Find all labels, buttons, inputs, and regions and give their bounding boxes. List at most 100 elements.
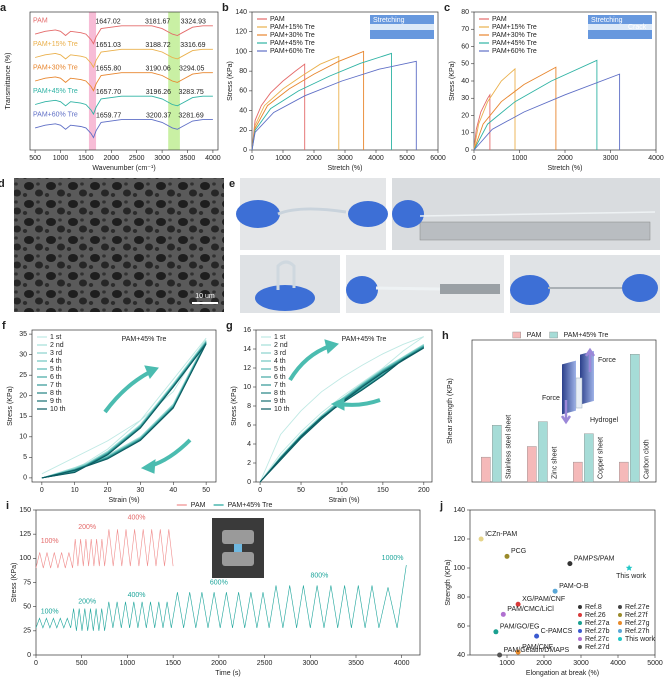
y-tick-label: 20	[461, 112, 469, 119]
peak-label: 1651.03	[96, 42, 121, 49]
glove	[346, 276, 378, 304]
legend-label: 2 nd	[50, 342, 64, 349]
grip	[222, 530, 254, 544]
y-tick-label: 100	[19, 555, 31, 562]
series-line	[41, 340, 207, 479]
series-line	[41, 341, 207, 479]
legend-label: 10 th	[50, 406, 66, 413]
point-label: ICZn-PAM	[485, 531, 517, 538]
hydrogel	[375, 286, 441, 291]
x-tick-label: 4000	[394, 660, 410, 667]
legend-label: Ref.27d	[585, 644, 610, 651]
y-tick-label: 15	[19, 413, 27, 420]
legend-label: PAM	[191, 502, 206, 509]
inset-label: Force	[598, 357, 616, 364]
series-label: PAM+60% Tre	[33, 111, 78, 118]
panel-letter: c	[444, 2, 450, 14]
panel-letter: g	[226, 320, 233, 332]
series-line	[35, 529, 174, 569]
series-line	[35, 565, 407, 631]
peak-label: 1647.02	[95, 19, 120, 26]
series-line	[473, 93, 491, 151]
x-tick-label: 2000	[104, 155, 120, 162]
category-label: Zinc sheet	[552, 447, 559, 479]
point-label: PAM/GO/EG	[500, 624, 540, 631]
legend-swatch	[549, 331, 558, 339]
y-tick-label: 80	[239, 68, 247, 75]
legend-swatch	[578, 621, 582, 625]
x-tick-label: 5000	[647, 660, 663, 667]
y-axis-label: Stress (KPa)	[449, 61, 456, 101]
x-tick-label: 20	[104, 487, 112, 494]
legend-label: 1 st	[50, 334, 61, 341]
legend-label: 8 th	[50, 390, 62, 397]
y-tick-label: 20	[19, 393, 27, 400]
y-tick-label: 60	[239, 88, 247, 95]
legend-label: 1 st	[274, 334, 285, 341]
panel-letter: f	[2, 320, 6, 332]
peak-label: 3324.93	[181, 19, 206, 26]
x-tick-label: 100	[336, 487, 348, 494]
glove	[510, 275, 550, 305]
x-tick-label: 500	[76, 660, 88, 667]
x-tick-label: 50	[297, 487, 305, 494]
series-line	[259, 336, 425, 483]
y-tick-label: 75	[23, 579, 31, 586]
x-tick-label: 2000	[557, 155, 573, 162]
force-arrow	[560, 400, 572, 425]
arrow	[288, 344, 331, 382]
peak-label: 3196.26	[146, 89, 171, 96]
y-tick-label: 150	[19, 507, 31, 514]
force-arrow	[584, 347, 596, 372]
point	[493, 629, 499, 635]
legend-label: 8 th	[274, 390, 286, 397]
y-tick-label: 12	[243, 365, 251, 372]
legend-label: PAM	[492, 16, 507, 23]
legend-label: PAM+45% Tre	[228, 502, 273, 509]
y-tick-label: 30	[19, 351, 27, 358]
hydrogel	[277, 207, 347, 216]
annotation: 1000%	[382, 555, 404, 562]
y-tick-label: 140	[453, 507, 465, 514]
panel-letter: h	[442, 330, 449, 342]
plot-frame	[469, 509, 656, 656]
legend-label: Ref.27a	[585, 620, 610, 627]
grip-photo	[212, 518, 264, 578]
y-axis-label: Stress (KPa)	[11, 563, 18, 603]
hydrogel	[419, 211, 656, 217]
arrow	[149, 438, 192, 468]
panel-letter: a	[0, 2, 7, 14]
legend-label: PAM+45% Tre	[564, 332, 609, 339]
bar	[492, 425, 502, 483]
x-tick-label: 1000	[499, 660, 515, 667]
legend-label: 7 th	[274, 382, 286, 389]
peak-label: 3190.06	[145, 66, 170, 73]
series-line	[41, 341, 207, 479]
y-tick-label: 20	[239, 127, 247, 134]
series-line	[473, 67, 516, 151]
series-line	[41, 342, 207, 479]
legend-label: PAM+60% Tre	[270, 48, 315, 55]
category-label: Carbon cloth	[644, 439, 651, 479]
y-tick-label: 120	[453, 536, 465, 543]
annotation: 200%	[78, 599, 96, 606]
plot-frame	[29, 11, 219, 151]
y-tick-label: 2	[247, 460, 251, 467]
y-tick-label: 100	[453, 565, 465, 572]
series-line	[41, 342, 207, 479]
plot-frame	[31, 329, 217, 483]
legend-label: PAM+15% Tre	[492, 24, 537, 31]
panel-letter: d	[0, 178, 5, 190]
inset-label: Stretching	[591, 17, 623, 24]
category-label: Copper sheet	[598, 437, 605, 479]
series-line	[34, 72, 213, 92]
point-label: PAMPS/PAM	[574, 555, 615, 562]
x-tick-label: 3500	[180, 155, 196, 162]
point	[504, 553, 510, 559]
annotation: 600%	[210, 579, 228, 586]
peak-label: 1659.77	[96, 112, 121, 119]
arrow-head	[324, 339, 339, 354]
arrow	[103, 370, 151, 414]
series-line	[251, 52, 392, 151]
